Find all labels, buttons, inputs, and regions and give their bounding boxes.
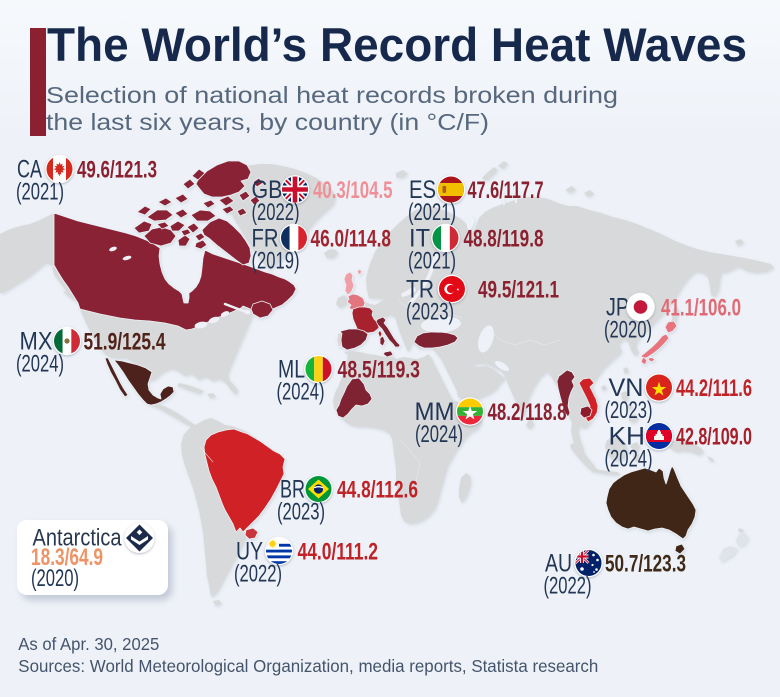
svg-text:ES: ES bbox=[409, 176, 436, 204]
svg-text:46.0/114.8: 46.0/114.8 bbox=[311, 226, 392, 253]
svg-text:MX: MX bbox=[20, 328, 53, 356]
svg-text:48.8/119.8: 48.8/119.8 bbox=[464, 226, 544, 253]
svg-text:KH: KH bbox=[609, 423, 646, 451]
svg-text:41.1/106.0: 41.1/106.0 bbox=[661, 295, 741, 322]
svg-text:(2024): (2024) bbox=[16, 351, 64, 378]
svg-text:47.6/117.7: 47.6/117.7 bbox=[468, 177, 544, 204]
svg-text:50.7/123.3: 50.7/123.3 bbox=[605, 551, 686, 578]
svg-text:FR: FR bbox=[252, 225, 279, 253]
svg-text:Sources: World Meteorological: Sources: World Meteorological Organizati… bbox=[18, 656, 598, 676]
svg-text:the last six years, by country: the last six years, by country (in °C/F) bbox=[46, 109, 489, 135]
svg-text:BR: BR bbox=[280, 476, 305, 504]
svg-text:40.3/104.5: 40.3/104.5 bbox=[313, 177, 393, 204]
svg-text:The World’s Record Heat Waves: The World’s Record Heat Waves bbox=[47, 18, 747, 71]
svg-text:44.2/111.6: 44.2/111.6 bbox=[676, 375, 752, 402]
svg-text:AU: AU bbox=[545, 550, 572, 578]
svg-text:(2024): (2024) bbox=[415, 421, 463, 448]
svg-text:ML: ML bbox=[278, 356, 305, 384]
svg-text:(2020): (2020) bbox=[604, 317, 652, 344]
svg-text:Antarctica: Antarctica bbox=[33, 525, 122, 552]
svg-text:48.5/119.3: 48.5/119.3 bbox=[338, 357, 421, 384]
svg-text:GB: GB bbox=[252, 176, 283, 204]
svg-text:MM: MM bbox=[415, 398, 455, 426]
svg-text:49.5/121.1: 49.5/121.1 bbox=[478, 277, 559, 304]
svg-text:(2022): (2022) bbox=[234, 561, 282, 588]
svg-text:(2021): (2021) bbox=[408, 199, 456, 226]
svg-text:18.3/64.9: 18.3/64.9 bbox=[31, 544, 103, 571]
svg-text:Selection of national heat rec: Selection of national heat records broke… bbox=[46, 82, 618, 108]
svg-text:TR: TR bbox=[406, 276, 434, 304]
svg-text:(2022): (2022) bbox=[544, 573, 592, 600]
svg-text:As of Apr. 30, 2025: As of Apr. 30, 2025 bbox=[18, 634, 159, 654]
svg-text:(2019): (2019) bbox=[252, 248, 300, 275]
svg-text:(2024): (2024) bbox=[605, 446, 653, 473]
svg-text:JP: JP bbox=[606, 294, 629, 322]
svg-text:42.8/109.0: 42.8/109.0 bbox=[676, 424, 752, 451]
svg-text:UY: UY bbox=[236, 538, 263, 566]
svg-text:44.0/111.2: 44.0/111.2 bbox=[298, 539, 379, 566]
svg-text:VN: VN bbox=[609, 374, 644, 402]
svg-text:(2023): (2023) bbox=[406, 299, 454, 326]
svg-text:49.6/121.3: 49.6/121.3 bbox=[77, 157, 157, 184]
svg-text:CA: CA bbox=[17, 156, 42, 184]
svg-text:(2021): (2021) bbox=[408, 248, 456, 275]
svg-text:(2021): (2021) bbox=[16, 179, 64, 206]
svg-text:(2023): (2023) bbox=[277, 499, 325, 526]
svg-text:51.9/125.4: 51.9/125.4 bbox=[84, 329, 166, 356]
svg-text:(2024): (2024) bbox=[277, 379, 325, 406]
svg-text:48.2/118.8: 48.2/118.8 bbox=[488, 399, 567, 426]
svg-text:44.8/112.6: 44.8/112.6 bbox=[337, 477, 418, 504]
svg-text:IT: IT bbox=[409, 225, 430, 253]
svg-text:(2022): (2022) bbox=[252, 199, 300, 226]
svg-text:(2020): (2020) bbox=[31, 565, 79, 592]
svg-text:(2023): (2023) bbox=[605, 397, 653, 424]
